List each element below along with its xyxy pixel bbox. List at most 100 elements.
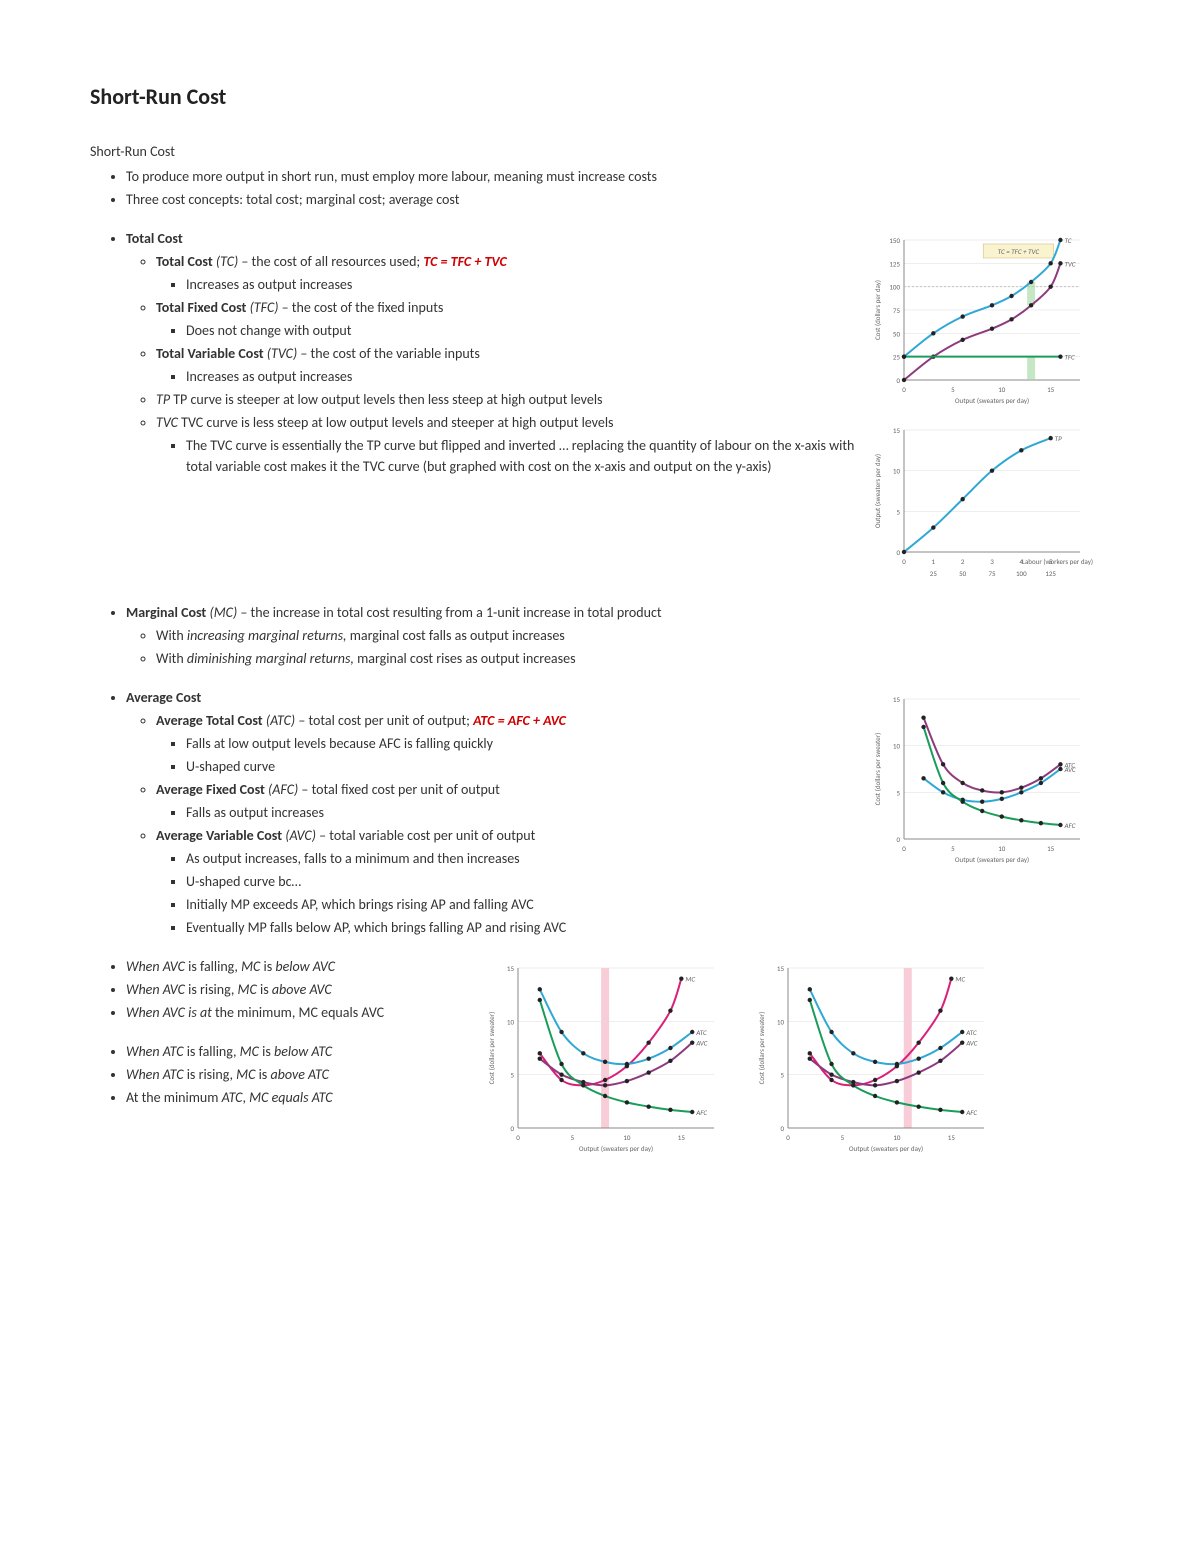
afc-sub: Falls as output increases [186, 802, 856, 823]
svg-text:15: 15 [1047, 844, 1055, 853]
rule-item: When ATC is falling, MC is below ATC [126, 1041, 470, 1062]
svg-text:AVC: AVC [695, 1039, 707, 1048]
svg-text:100: 100 [889, 283, 900, 292]
atc-sub: Falls at low output levels because AFC i… [186, 733, 856, 754]
svg-text:50: 50 [893, 329, 901, 338]
svg-text:5: 5 [510, 1071, 514, 1080]
mc-sub: With increasing marginal returns, margin… [156, 625, 1110, 646]
mc-heading: Marginal Cost (MC) – the increase in tot… [126, 602, 1110, 669]
svg-text:AFC: AFC [965, 1108, 977, 1117]
svg-text:Output (sweaters per day): Output (sweaters per day) [955, 396, 1029, 405]
svg-text:5: 5 [896, 788, 900, 797]
svg-text:0: 0 [516, 1133, 520, 1142]
svg-text:Output (sweaters per day): Output (sweaters per day) [849, 1144, 923, 1153]
svg-text:Labour (workers per day): Labour (workers per day) [1022, 557, 1093, 566]
svg-text:25: 25 [893, 353, 901, 362]
svg-text:15: 15 [678, 1133, 686, 1142]
tc-sub: Increases as output increases [186, 274, 856, 295]
svg-text:0: 0 [896, 835, 900, 844]
svg-text:15: 15 [777, 964, 785, 973]
svg-text:5: 5 [951, 385, 955, 394]
svg-text:15: 15 [948, 1133, 956, 1142]
svg-text:Output (sweaters per day): Output (sweaters per day) [579, 1144, 653, 1153]
avc-sub: As output increases, falls to a minimum … [186, 848, 856, 869]
svg-text:125: 125 [1045, 569, 1056, 578]
svg-text:0: 0 [902, 557, 906, 566]
avc-sub: Eventually MP falls below AP, which brin… [186, 917, 856, 938]
svg-text:ATC: ATC [965, 1028, 977, 1037]
avg-cost-chart: 051015051015ATCAVCAFCCost (dollars per s… [870, 685, 1110, 865]
svg-text:2: 2 [961, 557, 965, 566]
svg-text:0: 0 [780, 1124, 784, 1133]
tvc-curve-note: TVC TVC curve is less steep at low outpu… [156, 412, 856, 477]
svg-text:AFC: AFC [1063, 821, 1075, 830]
svg-text:TP: TP [1055, 434, 1062, 443]
svg-text:MC: MC [955, 975, 965, 984]
rule-item: When ATC is rising, MC is above ATC [126, 1064, 470, 1085]
avc-sub: Initially MP exceeds AP, which brings ri… [186, 894, 856, 915]
svg-text:75: 75 [893, 306, 901, 315]
svg-text:1: 1 [932, 557, 936, 566]
tvc-line: Total Variable Cost (TVC) – the cost of … [156, 343, 856, 387]
avc-sub: U-shaped curve bc… [186, 871, 856, 892]
svg-text:15: 15 [893, 695, 901, 704]
svg-text:Output (sweaters per day): Output (sweaters per day) [873, 454, 882, 528]
intro-item: To produce more output in short run, mus… [126, 166, 1110, 187]
section-subtitle: Short-Run Cost [90, 141, 1110, 162]
tfc-line: Total Fixed Cost (TFC) – the cost of the… [156, 297, 856, 341]
tvc-flip-note: The TVC curve is essentially the TP curv… [186, 435, 856, 477]
svg-text:10: 10 [623, 1133, 631, 1142]
svg-text:5: 5 [841, 1133, 845, 1142]
tp-curve-chart: 051015012345255075100125TPOutput (sweate… [870, 416, 1110, 586]
svg-text:0: 0 [902, 385, 906, 394]
svg-text:0: 0 [902, 844, 906, 853]
svg-text:50: 50 [959, 569, 967, 578]
afc-line: Average Fixed Cost (AFC) – total fixed c… [156, 779, 856, 823]
svg-text:TC = TFC + TVC: TC = TFC + TVC [998, 247, 1040, 256]
svg-text:150: 150 [889, 236, 900, 245]
tp-note: TP TP curve is steeper at low output lev… [156, 389, 856, 410]
rule-item: At the minimum ATC, MC equals ATC [126, 1087, 470, 1108]
total-cost-heading: Total Cost Total Cost (TC) – the cost of… [126, 228, 856, 477]
svg-text:10: 10 [893, 467, 901, 476]
tvc-sub: Increases as output increases [186, 366, 856, 387]
rule-item: When AVC is rising, MC is above AVC [126, 979, 470, 1000]
svg-text:Cost (dollars per sweater): Cost (dollars per sweater) [487, 1012, 496, 1085]
svg-text:0: 0 [896, 548, 900, 557]
rule-item: When AVC is at the minimum, MC equals AV… [126, 1002, 470, 1023]
svg-text:TFC: TFC [1064, 353, 1075, 362]
svg-text:10: 10 [998, 385, 1006, 394]
svg-text:5: 5 [896, 507, 900, 516]
svg-text:AFC: AFC [695, 1108, 707, 1117]
svg-text:10: 10 [507, 1017, 515, 1026]
rule-item: When AVC is falling, MC is below AVC [126, 956, 470, 977]
svg-text:5: 5 [571, 1133, 575, 1142]
mc-sub: With diminishing marginal returns, margi… [156, 648, 1110, 669]
mc-avc-chart: 051015051015MCATCAVCAFCCost (dollars per… [484, 954, 744, 1154]
svg-text:75: 75 [988, 569, 996, 578]
page-title: Short-Run Cost [90, 80, 1110, 113]
svg-text:TVC: TVC [1064, 259, 1075, 268]
svg-text:Cost (dollars per sweater): Cost (dollars per sweater) [873, 733, 882, 806]
avg-cost-heading: Average Cost Average Total Cost (ATC) – … [126, 687, 856, 938]
svg-text:0: 0 [896, 376, 900, 385]
atc-sub: U-shaped curve [186, 756, 856, 777]
svg-text:25: 25 [930, 569, 938, 578]
svg-text:5: 5 [780, 1071, 784, 1080]
svg-text:AVC: AVC [965, 1039, 977, 1048]
svg-text:0: 0 [510, 1124, 514, 1133]
svg-text:10: 10 [893, 742, 901, 751]
svg-text:ATC: ATC [695, 1028, 707, 1037]
svg-text:Cost (dollars per day): Cost (dollars per day) [873, 280, 882, 340]
svg-text:10: 10 [777, 1017, 785, 1026]
svg-text:100: 100 [1016, 569, 1027, 578]
svg-text:125: 125 [889, 259, 900, 268]
svg-text:15: 15 [507, 964, 515, 973]
mc-atc-chart: 051015051015MCATCAVCAFCCost (dollars per… [754, 954, 1014, 1154]
svg-text:Cost (dollars per sweater): Cost (dollars per sweater) [757, 1012, 766, 1085]
atc-line: Average Total Cost (ATC) – total cost pe… [156, 710, 856, 777]
intro-item: Three cost concepts: total cost; margina… [126, 189, 1110, 210]
total-cost-chart: 0255075100125150051015TC = TFC + TVCTCTV… [870, 226, 1110, 406]
svg-text:5: 5 [951, 844, 955, 853]
svg-text:15: 15 [1047, 385, 1055, 394]
